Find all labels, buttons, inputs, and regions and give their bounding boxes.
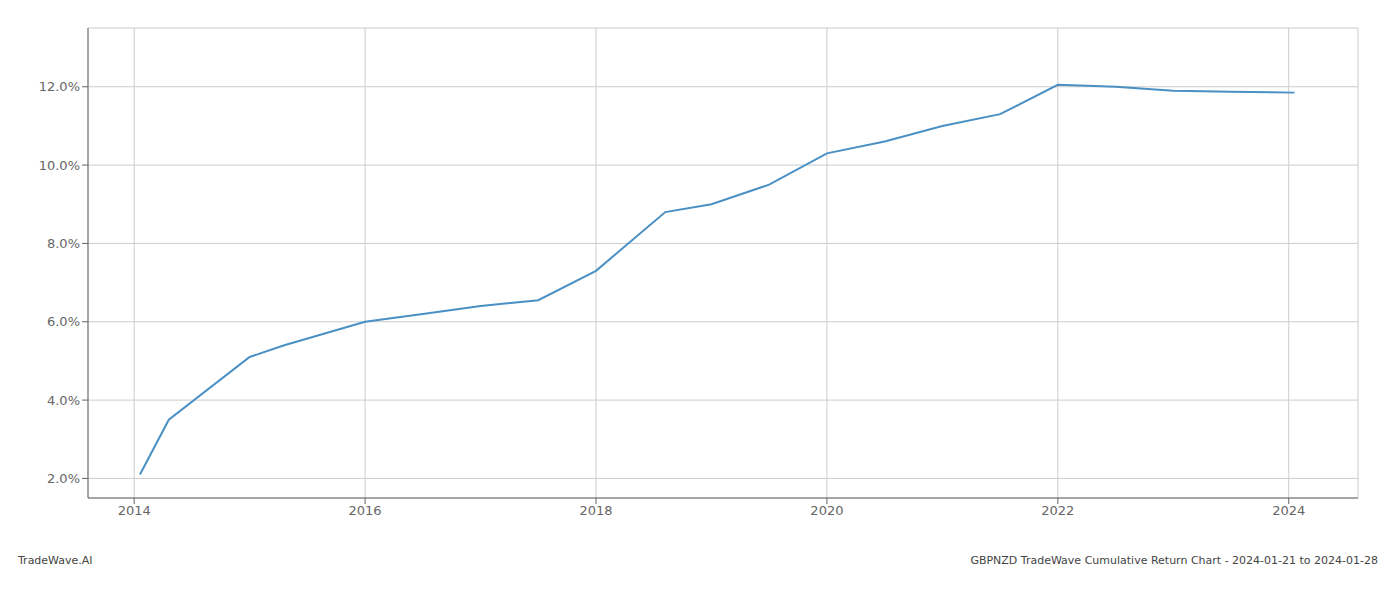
- svg-text:2022: 2022: [1041, 503, 1074, 518]
- html-text:TradeWave.AI: TradeWave.AI: [18, 554, 93, 567]
- svg-text:8.0%: 8.0%: [47, 236, 80, 251]
- svg-text:2024: 2024: [1272, 503, 1305, 518]
- svg-text:2018: 2018: [579, 503, 612, 518]
- svg-text:2.0%: 2.0%: [47, 471, 80, 486]
- svg-text:10.0%: 10.0%: [39, 158, 80, 173]
- svg-text:2014: 2014: [118, 503, 151, 518]
- svg-text:4.0%: 4.0%: [47, 393, 80, 408]
- svg-text:2016: 2016: [349, 503, 382, 518]
- svg-text:12.0%: 12.0%: [39, 79, 80, 94]
- svg-text:6.0%: 6.0%: [47, 314, 80, 329]
- html-text:GBPNZD TradeWave Cumulative Re: GBPNZD TradeWave Cumulative Return Chart…: [970, 554, 1378, 567]
- svg-text:2020: 2020: [810, 503, 843, 518]
